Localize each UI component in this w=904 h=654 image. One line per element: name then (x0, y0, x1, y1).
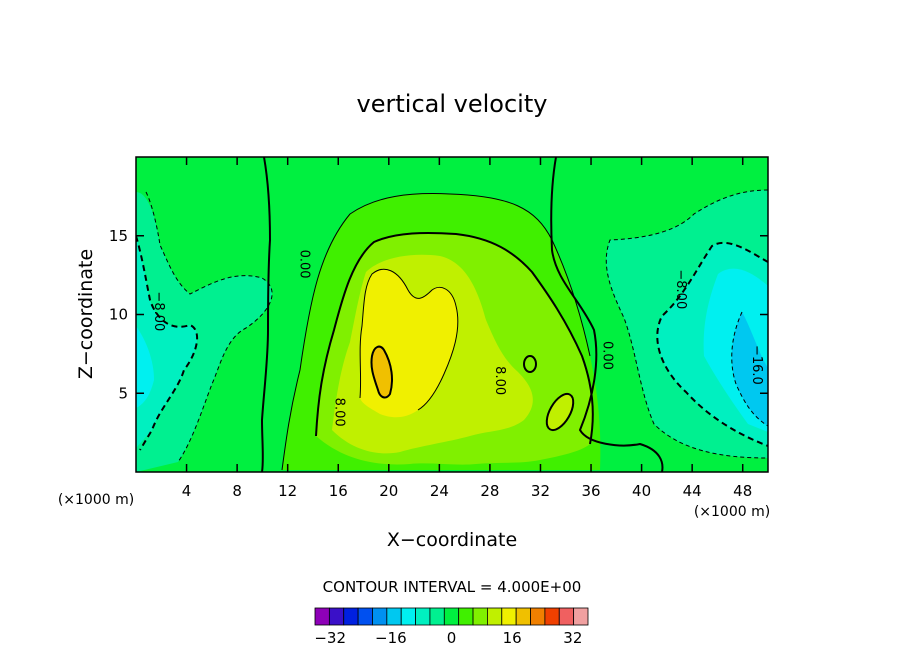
x-tick-label: 28 (480, 482, 499, 500)
x-tick-label: 44 (683, 482, 702, 500)
colorbar-swatch (530, 607, 546, 626)
contour-neg4-left (145, 191, 273, 463)
contour-neg4-right (605, 189, 768, 459)
colorbar: −32 −16 0 16 32 (314, 607, 589, 647)
colorbar-tick-label: 16 (503, 629, 522, 647)
contour-neg16-right (731, 311, 768, 427)
region-center-pos20-right (546, 393, 574, 431)
contour-8-right-blob (545, 392, 575, 432)
contour-label: −8.00 (673, 269, 688, 309)
contour-label: 8.00 (492, 366, 507, 395)
contour-label: 0.00 (600, 341, 615, 370)
colorbar-swatch (487, 607, 503, 626)
colorbar-swatch (515, 607, 531, 626)
colorbar-swatch (357, 607, 373, 626)
colorbar-swatch (415, 607, 431, 626)
contour-8-center (315, 231, 594, 445)
colorbar-swatch (443, 607, 460, 626)
x-tick-label: 40 (632, 482, 651, 500)
x-tick-label: 8 (232, 482, 242, 500)
colorbar-swatch (314, 607, 330, 626)
colorbar-swatch (343, 607, 359, 626)
colorbar-swatch (544, 607, 560, 626)
colorbar-swatch (386, 607, 402, 626)
colorbar-swatch (558, 607, 575, 626)
colorbar-tick-label: −16 (375, 629, 407, 647)
y-tick-label: 5 (118, 384, 128, 402)
contour-4-outer (281, 193, 591, 471)
region-left-neg12 (136, 326, 154, 408)
colorbar-swatch (328, 607, 345, 626)
x-tick-label: 16 (329, 482, 348, 500)
region-center-pos8-small (524, 356, 536, 372)
region-left-neg8 (136, 236, 198, 448)
contour-24-center (370, 345, 393, 399)
region-left-neg4 (136, 192, 273, 472)
contour-label-layer: −8.00 0.00 8.00 8.00 0.00 −8.00 −16.0 (151, 250, 764, 427)
x-units-label-left: (×1000 m) (58, 492, 134, 508)
contour-neg8-right (656, 241, 768, 447)
y-tick-label: 15 (109, 227, 128, 245)
contour-label: −8.00 (151, 291, 166, 331)
colorbar-tick-label: 32 (563, 629, 582, 647)
x-units-label-right: (×1000 m) (694, 504, 770, 520)
zero-contour-right (550, 157, 664, 472)
x-tick-label: 32 (531, 482, 550, 500)
colorbar-swatch (400, 607, 416, 626)
colorbar-swatch (372, 607, 388, 626)
contour-lines (136, 157, 768, 472)
x-tick-label: 36 (581, 482, 600, 500)
contour-label: 0.00 (296, 250, 311, 279)
y-tick-label: 10 (109, 306, 128, 324)
region-right-neg16 (731, 312, 768, 426)
x-tick-label: 48 (733, 482, 752, 500)
x-tick-label: 20 (379, 482, 398, 500)
x-axis-label: X−coordinate (387, 529, 517, 551)
colorbar-swatch (501, 607, 517, 626)
y-axis-label: Z−coordinate (75, 249, 97, 379)
contour-neg8-left (136, 235, 199, 451)
zero-contour-left (260, 157, 272, 472)
colorbar-tick-label: 0 (447, 629, 457, 647)
contour-interval-label: CONTOUR INTERVAL = 4.000E+00 (323, 578, 582, 596)
x-tick-label: 24 (430, 482, 449, 500)
contour-field (136, 157, 768, 472)
chart-title: vertical velocity (357, 90, 548, 118)
colorbar-swatch (472, 607, 488, 626)
contour-label: 8.00 (332, 398, 347, 427)
colorbar-swatch (458, 607, 474, 626)
x-tick-label: 12 (278, 482, 297, 500)
colorbar-swatch (573, 607, 589, 626)
contour-label: −16.0 (749, 345, 764, 385)
colorbar-swatch (429, 607, 445, 626)
colorbar-tick-label: −32 (314, 629, 346, 647)
contour-16-center (359, 268, 459, 411)
contour-8-small-blob (523, 355, 537, 373)
x-tick-label: 4 (182, 482, 192, 500)
